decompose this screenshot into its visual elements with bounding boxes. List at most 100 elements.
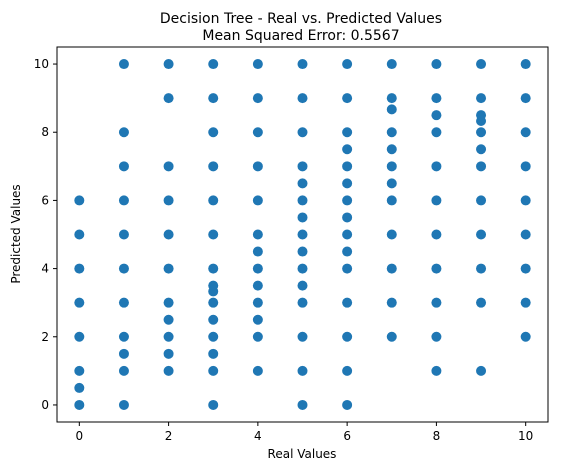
data-point bbox=[297, 178, 308, 189]
data-point bbox=[386, 263, 397, 274]
data-point bbox=[163, 195, 174, 206]
data-point bbox=[431, 229, 442, 240]
x-tick-label: 4 bbox=[254, 429, 262, 443]
data-point bbox=[386, 229, 397, 240]
data-point bbox=[297, 127, 308, 138]
data-point bbox=[342, 93, 353, 104]
data-point bbox=[118, 365, 129, 376]
data-point bbox=[297, 229, 308, 240]
data-point bbox=[342, 195, 353, 206]
data-point bbox=[163, 348, 174, 359]
x-tick-label: 10 bbox=[518, 429, 533, 443]
data-point bbox=[208, 161, 219, 172]
data-point bbox=[74, 399, 85, 410]
data-point bbox=[74, 331, 85, 342]
data-point bbox=[252, 331, 263, 342]
data-point bbox=[520, 127, 531, 138]
data-point bbox=[118, 331, 129, 342]
y-tick-label: 6 bbox=[41, 193, 49, 207]
data-point bbox=[520, 59, 531, 70]
data-point bbox=[208, 399, 219, 410]
data-point bbox=[297, 246, 308, 257]
data-point bbox=[342, 127, 353, 138]
data-point bbox=[386, 178, 397, 189]
plot-frame bbox=[56, 46, 549, 423]
data-point bbox=[297, 212, 308, 223]
y-tick-label: 10 bbox=[34, 57, 49, 71]
chart-subtitle: Mean Squared Error: 0.5567 bbox=[202, 28, 399, 44]
data-point bbox=[74, 195, 85, 206]
data-point bbox=[431, 59, 442, 70]
data-point bbox=[386, 104, 397, 115]
data-point bbox=[252, 229, 263, 240]
data-point bbox=[342, 365, 353, 376]
data-point bbox=[118, 59, 129, 70]
data-point bbox=[476, 161, 487, 172]
data-point bbox=[520, 161, 531, 172]
data-point bbox=[476, 263, 487, 274]
data-point bbox=[252, 246, 263, 257]
data-point bbox=[252, 161, 263, 172]
data-point bbox=[252, 297, 263, 308]
data-point bbox=[476, 365, 487, 376]
y-axis-ticks: 0 2 4 6 8 10 bbox=[34, 57, 57, 412]
data-point bbox=[386, 331, 397, 342]
data-point bbox=[297, 195, 308, 206]
data-point bbox=[342, 59, 353, 70]
data-point bbox=[208, 314, 219, 325]
data-point bbox=[163, 297, 174, 308]
x-tick-label: 0 bbox=[75, 429, 83, 443]
data-point bbox=[386, 59, 397, 70]
x-axis-ticks: 0 2 4 6 8 10 bbox=[75, 422, 533, 443]
data-point bbox=[431, 93, 442, 104]
data-point bbox=[431, 110, 442, 121]
data-point bbox=[208, 348, 219, 359]
data-point bbox=[208, 229, 219, 240]
x-tick-label: 6 bbox=[343, 429, 351, 443]
data-point bbox=[476, 297, 487, 308]
data-point bbox=[208, 263, 219, 274]
data-point bbox=[342, 263, 353, 274]
data-point bbox=[74, 263, 85, 274]
data-point bbox=[252, 127, 263, 138]
data-point bbox=[74, 365, 85, 376]
data-point bbox=[431, 365, 442, 376]
data-point bbox=[163, 365, 174, 376]
data-point bbox=[520, 297, 531, 308]
data-point bbox=[252, 263, 263, 274]
data-point bbox=[118, 127, 129, 138]
data-point bbox=[163, 229, 174, 240]
data-point bbox=[163, 93, 174, 104]
x-tick-label: 2 bbox=[165, 429, 173, 443]
data-point bbox=[208, 127, 219, 138]
data-point bbox=[208, 365, 219, 376]
data-point bbox=[297, 263, 308, 274]
data-point bbox=[386, 161, 397, 172]
data-point bbox=[208, 59, 219, 70]
data-point bbox=[297, 331, 308, 342]
data-point bbox=[476, 195, 487, 206]
data-point bbox=[118, 399, 129, 410]
data-point bbox=[208, 195, 219, 206]
data-point bbox=[252, 280, 263, 291]
data-point bbox=[74, 382, 85, 393]
data-point bbox=[74, 229, 85, 240]
data-point bbox=[431, 297, 442, 308]
data-point bbox=[208, 297, 219, 308]
data-point bbox=[342, 178, 353, 189]
data-point bbox=[520, 195, 531, 206]
data-point bbox=[342, 297, 353, 308]
data-point bbox=[476, 127, 487, 138]
data-point bbox=[208, 331, 219, 342]
y-tick-label: 4 bbox=[41, 262, 49, 276]
data-point bbox=[431, 263, 442, 274]
data-point bbox=[431, 161, 442, 172]
data-point bbox=[297, 280, 308, 291]
data-point bbox=[386, 195, 397, 206]
data-point bbox=[118, 229, 129, 240]
data-point bbox=[342, 144, 353, 155]
data-point bbox=[342, 331, 353, 342]
data-point bbox=[118, 263, 129, 274]
data-point bbox=[342, 212, 353, 223]
data-point bbox=[476, 144, 487, 155]
